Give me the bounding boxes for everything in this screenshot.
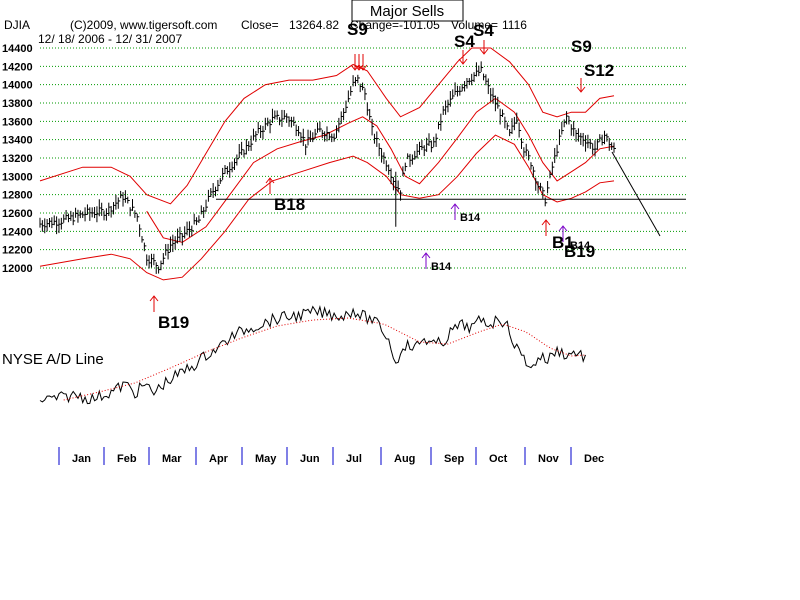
signal-b14: B14 <box>421 252 452 273</box>
signal-label: S4 <box>454 32 475 51</box>
month-label: Sep <box>444 453 464 465</box>
signal-s4: S4 <box>454 32 475 65</box>
y-tick-label: 13200 <box>2 153 33 165</box>
major-sells-title: Major Sells <box>370 3 444 20</box>
support-line <box>216 151 686 237</box>
ad-line <box>39 304 586 405</box>
y-tick-label: 13800 <box>2 98 33 110</box>
signal-label: B14 <box>570 240 591 252</box>
header-copyright: (C)2009, www.tigersoft.com <box>70 18 217 32</box>
header-close-label: Close= <box>241 18 279 32</box>
y-tick-label: 14000 <box>2 80 33 92</box>
price-bars <box>39 61 616 274</box>
month-label: Dec <box>584 453 604 465</box>
y-tick-label: 14200 <box>2 61 33 73</box>
signal-arrow-head <box>558 225 568 232</box>
signal-arrow-head <box>358 64 368 71</box>
signal-arrow-head <box>450 203 460 210</box>
y-tick-label: 13400 <box>2 135 33 147</box>
signal-label: S12 <box>584 61 614 80</box>
price-y-axis: 12000 12200 12400 12600 12800 13000 13200 13400… <box>2 43 33 275</box>
y-tick-label: 12600 <box>2 208 33 220</box>
upper-band <box>39 47 615 205</box>
signal-b18: B18 <box>265 177 305 214</box>
signal-arrow-head <box>354 64 364 71</box>
signal-b19: B19 <box>564 242 595 261</box>
month-axis: Jan Feb Mar Apr May Jun Jul Aug Sep Oct Nov Dec <box>58 447 604 465</box>
signal-b14: B14 <box>558 225 591 252</box>
major-sells-box: Major Sells <box>351 0 464 22</box>
y-tick-label: 12200 <box>2 245 33 257</box>
y-tick-label: 12800 <box>2 190 33 202</box>
signal-b19: B19 <box>149 295 189 332</box>
ad-line-panel: NYSE A/D Line <box>2 304 586 405</box>
ad-line-moving-average <box>63 317 586 401</box>
header-symbol: DJIA <box>4 18 30 32</box>
month-label: Feb <box>117 453 137 465</box>
signal-b1: B1 <box>541 219 574 252</box>
signal-label: S4 <box>473 21 494 40</box>
month-label: Jul <box>346 453 362 465</box>
y-tick-label: 14400 <box>2 43 33 55</box>
signal-arrow-head <box>421 252 431 259</box>
signal-arrow-head <box>541 219 551 226</box>
header-date-range: 12/ 18/ 2006 - 12/ 31/ 2007 <box>38 32 182 46</box>
month-label: Jun <box>300 453 320 465</box>
signal-s9: S9 <box>347 20 368 71</box>
y-tick-label: 12000 <box>2 263 33 275</box>
signal-s9: S9 <box>571 37 592 93</box>
month-label: Apr <box>209 453 229 465</box>
signal-label: B14 <box>460 212 481 224</box>
signal-label: B19 <box>564 242 595 261</box>
signal-arrow-head <box>265 177 275 184</box>
month-label: Jan <box>72 453 91 465</box>
chart-header: DJIA (C)2009, www.tigersoft.com Close= 1… <box>4 18 527 46</box>
y-tick-label: 13000 <box>2 171 33 183</box>
month-label: Oct <box>489 453 508 465</box>
header-close-value: 13264.82 <box>289 18 339 32</box>
ad-line-series <box>39 304 586 405</box>
month-label: Mar <box>162 453 182 465</box>
signal-label: B19 <box>158 313 189 332</box>
signal-label: B14 <box>431 261 452 273</box>
trend-line <box>611 151 661 237</box>
signal-s12: S12 <box>584 61 614 80</box>
month-label: May <box>255 453 277 465</box>
signal-label: S9 <box>347 20 368 39</box>
signal-arrow-head <box>576 86 586 93</box>
lower-band <box>39 134 615 281</box>
major-sells-frame <box>351 0 464 22</box>
signal-arrow-head <box>350 64 360 71</box>
y-tick-label: 12400 <box>2 226 33 238</box>
header-volume-value: 1116 <box>502 18 527 32</box>
month-label: Aug <box>394 453 415 465</box>
signal-arrow-head <box>458 58 468 65</box>
signal-arrow-head <box>479 48 489 55</box>
signal-b14: B14 <box>450 203 481 224</box>
signal-label: B18 <box>274 195 305 214</box>
y-tick-label: 13600 <box>2 116 33 128</box>
ad-line-label: NYSE A/D Line <box>2 351 104 368</box>
signal-label: S9 <box>571 37 592 56</box>
month-label: Nov <box>538 453 560 465</box>
signal-arrow-head <box>149 295 159 302</box>
signal-label: B1 <box>552 233 574 252</box>
signal-s4: S4 <box>473 21 494 55</box>
